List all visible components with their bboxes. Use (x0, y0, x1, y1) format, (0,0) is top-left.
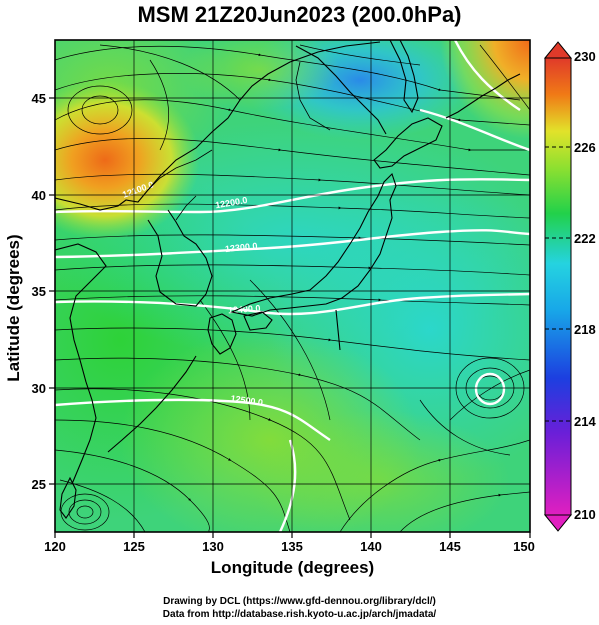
y-tick-label: 30 (32, 381, 46, 396)
x-tick-label: 120 (44, 539, 66, 554)
graticule (55, 40, 530, 532)
y-tick-labels: 45 40 35 30 25 (32, 91, 46, 492)
x-tick-label: 150 (513, 539, 535, 554)
contour-label: 12500.0 (230, 393, 264, 407)
colorbar-min-triangle (543, 514, 573, 532)
colorbar-tick-label: 214 (574, 414, 596, 429)
colorbar-scale (544, 57, 572, 516)
height-contours (55, 40, 530, 532)
x-tick-label: 125 (123, 539, 145, 554)
credit-drawing: Drawing by DCL (https://www.gfd-dennou.o… (163, 596, 436, 607)
y-tick-label: 45 (32, 91, 46, 106)
colorbar-max-triangle (543, 41, 573, 59)
x-axis-label: Longitude (degrees) (210, 558, 375, 577)
x-tick-label: 145 (439, 539, 461, 554)
credit-data-source: Data from http://database.rish.kyoto-u.a… (162, 609, 437, 620)
axis-ticks (49, 97, 531, 538)
x-tick-label: 140 (360, 539, 382, 554)
y-tick-label: 40 (32, 188, 46, 203)
colorbar-tick-label: 218 (574, 322, 596, 337)
colorbar-tick-label: 230 (574, 49, 596, 64)
colorbar-tick-label: 210 (574, 507, 596, 522)
y-axis-label: Latitude (degrees) (4, 234, 23, 382)
x-tick-label: 135 (281, 539, 303, 554)
y-tick-label: 35 (32, 284, 46, 299)
x-tick-labels: 120 125 130 135 140 145 150 (44, 539, 535, 554)
contour-label: 12300.0 (224, 241, 257, 254)
x-tick-label: 130 (202, 539, 224, 554)
coastlines (55, 40, 521, 519)
colorbar-tick-label: 222 (574, 231, 596, 246)
streamlines (55, 44, 530, 532)
colorbar-tick-label: 226 (574, 140, 596, 155)
temperature-field: 12200.0 12300.0 12400.0 12500.0 12100.0 (55, 40, 530, 532)
colorbar: 230 226 222 218 214 210 (543, 41, 596, 532)
y-tick-label: 25 (32, 477, 46, 492)
map-title: MSM 21Z20Jun2023 (200.0hPa) (137, 2, 462, 27)
